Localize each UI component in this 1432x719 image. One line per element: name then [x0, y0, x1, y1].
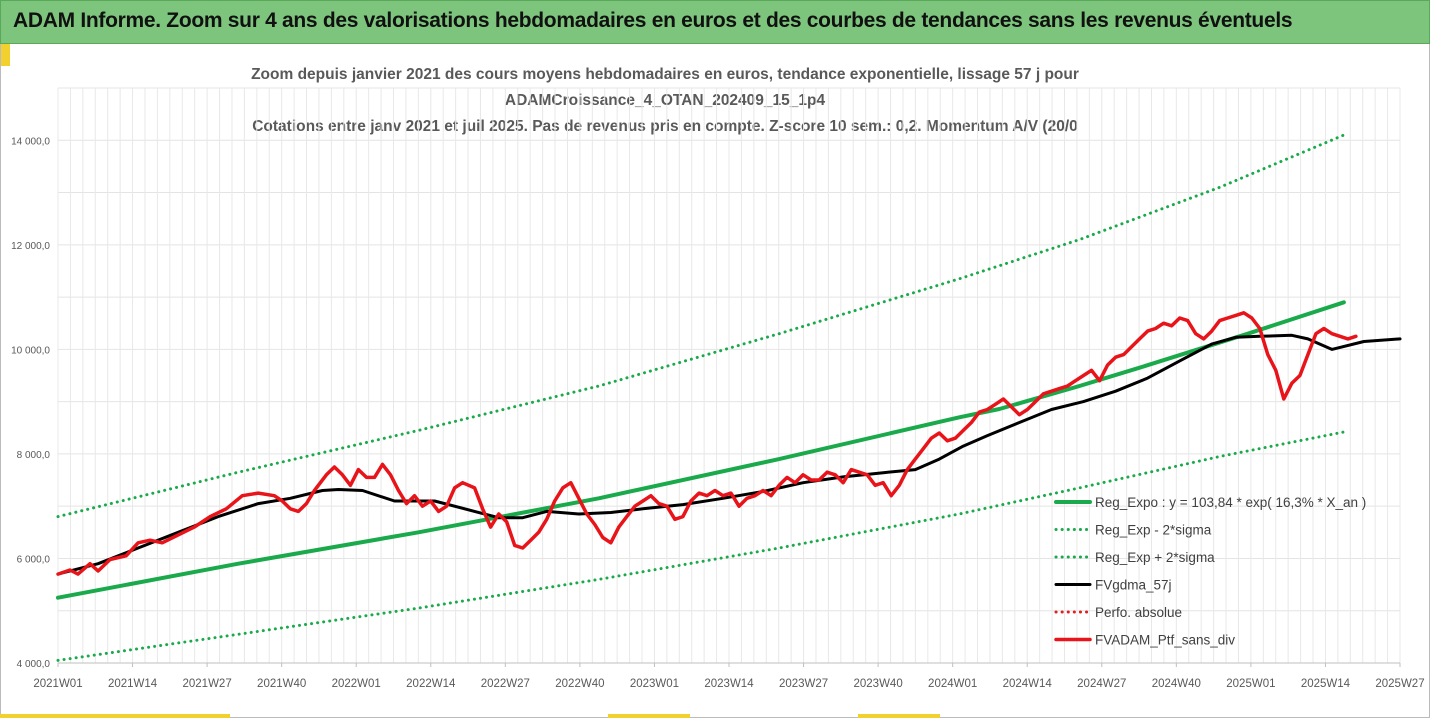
header-banner: ADAM Informe. Zoom sur 4 ans des valoris… [0, 0, 1430, 44]
chart-legend: Reg_Expo : y = 103,84 * exp( 16,3% * X_a… [1054, 495, 1366, 648]
page-title: ADAM Informe. Zoom sur 4 ans des valoris… [13, 9, 1293, 32]
accent-bar [0, 44, 10, 66]
y-tick-label: 6 000,0 [17, 554, 51, 565]
x-tick-label: 2023W01 [630, 678, 679, 690]
x-tick-label: 2023W27 [779, 678, 828, 690]
x-tick-label: 2021W14 [108, 678, 158, 690]
accent-bar-bottom [858, 714, 940, 718]
legend-label: Perfo. absolue [1095, 605, 1182, 620]
x-tick-label: 2024W01 [928, 678, 977, 690]
x-tick-label: 2022W27 [481, 678, 530, 690]
legend-label: FVADAM_Ptf_sans_div [1095, 633, 1235, 648]
series-line-2 [56, 133, 1346, 519]
grid-lines [57, 87, 1401, 664]
series-line-1 [56, 430, 1346, 662]
x-tick-label: 2024W14 [1003, 678, 1053, 690]
x-tick-label: 2022W01 [332, 678, 381, 690]
series-line-0 [56, 300, 1346, 600]
legend-label: Reg_Exp + 2*sigma [1095, 550, 1215, 565]
x-axis-ticks: 2021W01 2021W14 2021W27 2021W40 2022W01 2022W… [33, 663, 1425, 690]
legend-label: FVgdma_57j [1095, 578, 1172, 593]
chart-series [56, 133, 1402, 662]
chart-title-line-1: Zoom depuis janvier 2021 des cours moyen… [251, 66, 1079, 83]
chart-frame [0, 44, 1430, 718]
chart-title-line-3: Cotations entre janv 2021 et juil 2025. … [252, 118, 1078, 135]
y-tick-label: 4 000,0 [17, 659, 51, 670]
x-tick-label: 2021W40 [257, 678, 306, 690]
x-tick-label: 2025W27 [1375, 678, 1424, 690]
series-line-5 [56, 311, 1358, 576]
x-tick-label: 2021W01 [33, 678, 82, 690]
y-tick-label: 12 000,0 [11, 241, 50, 252]
accent-bar-bottom [608, 714, 690, 718]
x-tick-label: 2023W14 [704, 678, 754, 690]
x-tick-label: 2025W01 [1226, 678, 1275, 690]
x-tick-label: 2025W14 [1301, 678, 1351, 690]
accent-bar-bottom [0, 714, 230, 718]
x-tick-label: 2022W40 [555, 678, 604, 690]
x-tick-label: 2022W14 [406, 678, 456, 690]
x-tick-label: 2021W27 [182, 678, 231, 690]
y-tick-label: 8 000,0 [17, 450, 51, 461]
chart-title-line-2: ADAMCroissance_4_OTAN_202409_15_1p4 [504, 92, 826, 109]
legend-label: Reg_Exp - 2*sigma [1095, 523, 1212, 538]
x-tick-label: 2023W40 [853, 678, 902, 690]
y-tick-label: 10 000,0 [11, 345, 50, 356]
x-tick-label: 2024W40 [1152, 678, 1201, 690]
y-axis-ticks: 4 000,0 6 000,0 8 000,0 10 000,0 12 000,0 14 … [11, 136, 50, 670]
y-tick-label: 14 000,0 [11, 136, 50, 147]
x-tick-label: 2024W27 [1077, 678, 1126, 690]
legend-label: Reg_Expo : y = 103,84 * exp( 16,3% * X_a… [1095, 495, 1366, 510]
